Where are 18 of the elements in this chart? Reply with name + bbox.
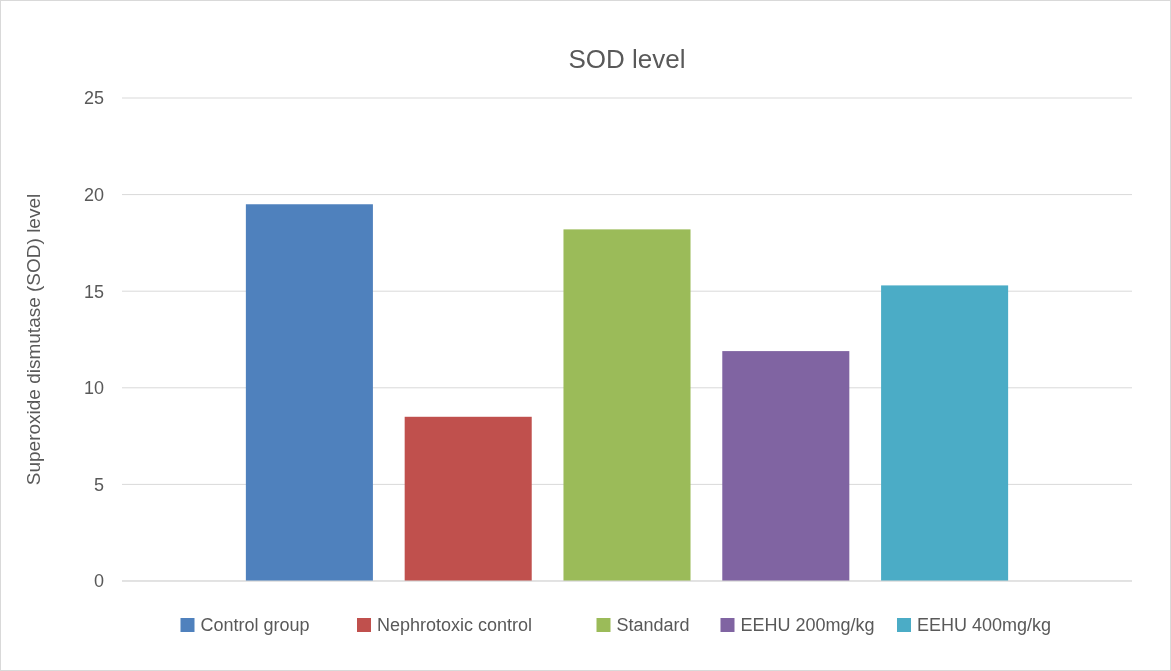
- chart-title: SOD level: [568, 44, 686, 74]
- legend-label: Nephrotoxic control: [377, 615, 533, 636]
- bar: [563, 229, 691, 581]
- y-axis-title: Superoxide dismutase (SOD) level: [23, 193, 44, 486]
- bar: [722, 351, 850, 581]
- bar: [245, 204, 373, 581]
- y-tick-label: 15: [83, 281, 104, 302]
- y-tick-label: 0: [93, 571, 104, 592]
- legend-label: Standard: [616, 615, 690, 636]
- legend-label: EEHU 400mg/kg: [917, 615, 1052, 636]
- bar: [881, 285, 1009, 581]
- legend-label: EEHU 200mg/kg: [740, 615, 875, 636]
- y-tick-label: 10: [83, 378, 104, 399]
- y-tick-label: 5: [93, 474, 104, 495]
- bar: [404, 416, 532, 581]
- y-tick-label: 25: [83, 88, 104, 109]
- legend-label: Control group: [200, 615, 310, 636]
- y-tick-label: 20: [83, 184, 104, 205]
